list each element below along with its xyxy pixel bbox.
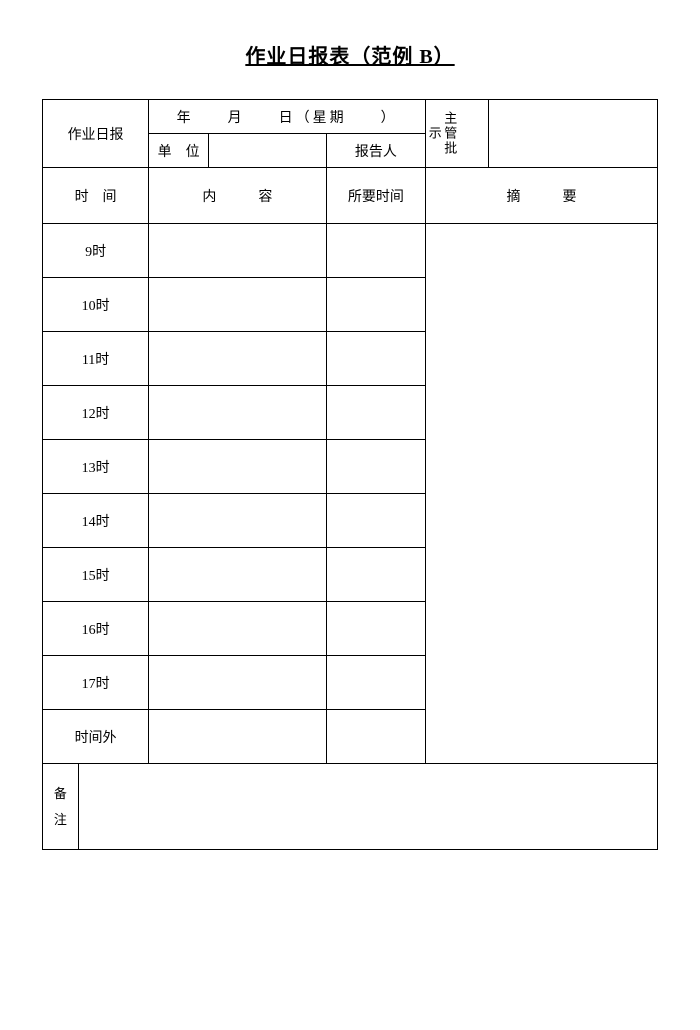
cell-content bbox=[149, 494, 326, 548]
cell-content bbox=[149, 224, 326, 278]
approval-value bbox=[489, 100, 658, 168]
cell-required-time bbox=[326, 224, 426, 278]
daily-report-label: 作业日报 bbox=[43, 100, 149, 168]
remarks-value bbox=[78, 764, 657, 850]
cell-time: 10时 bbox=[43, 278, 149, 332]
cell-required-time bbox=[326, 548, 426, 602]
cell-time: 14时 bbox=[43, 494, 149, 548]
page-title: 作业日报表（范例 B） bbox=[42, 40, 658, 69]
cell-required-time bbox=[326, 278, 426, 332]
unit-label: 单 位 bbox=[149, 134, 209, 168]
cell-time: 9时 bbox=[43, 224, 149, 278]
cell-content bbox=[149, 386, 326, 440]
daily-report-table: 作业日报 年 月 日（星期 ） 主管批示 单 位 报告人 时 间 内 容 所要时… bbox=[42, 99, 658, 850]
cell-time: 11时 bbox=[43, 332, 149, 386]
cell-time: 17时 bbox=[43, 656, 149, 710]
cell-content bbox=[149, 278, 326, 332]
cell-required-time bbox=[326, 494, 426, 548]
cell-content bbox=[149, 710, 326, 764]
cell-content bbox=[149, 656, 326, 710]
cell-required-time bbox=[326, 656, 426, 710]
cell-required-time bbox=[326, 386, 426, 440]
cell-required-time bbox=[326, 710, 426, 764]
cell-time: 13时 bbox=[43, 440, 149, 494]
date-line: 年 月 日（星期 ） bbox=[149, 100, 426, 134]
approval-label: 主管批示 bbox=[426, 100, 489, 168]
cell-required-time bbox=[326, 602, 426, 656]
cell-time: 时间外 bbox=[43, 710, 149, 764]
col-required-time: 所要时间 bbox=[326, 168, 426, 224]
cell-content bbox=[149, 440, 326, 494]
cell-time: 16时 bbox=[43, 602, 149, 656]
cell-content bbox=[149, 332, 326, 386]
reporter-label: 报告人 bbox=[326, 134, 426, 168]
remarks-label: 备注 bbox=[43, 764, 79, 850]
unit-value bbox=[209, 134, 326, 168]
cell-required-time bbox=[326, 440, 426, 494]
cell-required-time bbox=[326, 332, 426, 386]
table-row: 9时 bbox=[43, 224, 658, 278]
col-time: 时 间 bbox=[43, 168, 149, 224]
cell-time: 12时 bbox=[43, 386, 149, 440]
cell-content bbox=[149, 548, 326, 602]
col-summary: 摘 要 bbox=[426, 168, 658, 224]
cell-time: 15时 bbox=[43, 548, 149, 602]
cell-content bbox=[149, 602, 326, 656]
col-content: 内 容 bbox=[149, 168, 326, 224]
summary-value bbox=[426, 224, 658, 764]
